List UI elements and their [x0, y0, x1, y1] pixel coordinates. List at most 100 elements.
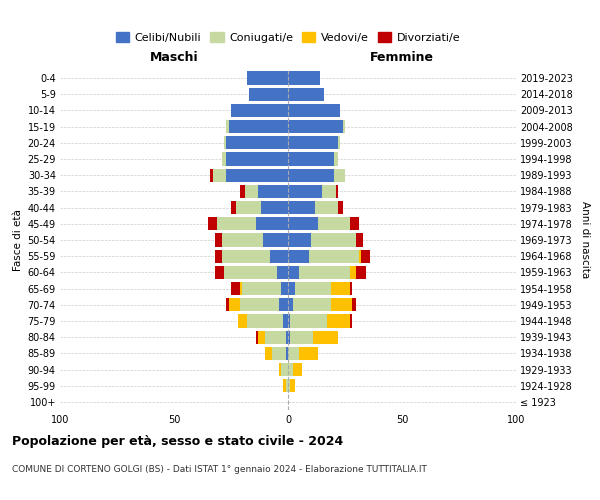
Bar [286, 330, 288, 344]
Text: Maschi: Maschi [149, 50, 199, 64]
Bar [331, 282, 350, 295]
Text: Femmine: Femmine [370, 50, 434, 64]
Bar [229, 298, 240, 312]
Bar [226, 120, 229, 134]
Bar [313, 330, 338, 344]
Bar [336, 185, 338, 198]
Bar [288, 234, 311, 246]
Bar [288, 298, 293, 312]
Y-axis label: Fasce di età: Fasce di età [13, 209, 23, 271]
Bar [293, 363, 302, 376]
Bar [224, 266, 277, 279]
Bar [270, 250, 288, 263]
Bar [247, 314, 283, 328]
Bar [247, 72, 288, 85]
Bar [316, 201, 338, 214]
Bar [288, 168, 334, 182]
Bar [295, 282, 331, 295]
Bar [290, 330, 313, 344]
Bar [361, 250, 370, 263]
Bar [281, 282, 288, 295]
Bar [288, 72, 320, 85]
Bar [231, 104, 288, 117]
Bar [224, 136, 226, 149]
Bar [238, 314, 247, 328]
Bar [334, 152, 338, 166]
Bar [260, 201, 288, 214]
Bar [299, 266, 350, 279]
Bar [350, 266, 356, 279]
Bar [359, 250, 361, 263]
Bar [281, 363, 288, 376]
Bar [245, 185, 259, 198]
Bar [288, 152, 334, 166]
Bar [288, 282, 295, 295]
Bar [249, 88, 288, 101]
Legend: Celibi/Nubili, Coniugati/e, Vedovi/e, Divorziati/e: Celibi/Nubili, Coniugati/e, Vedovi/e, Di… [112, 28, 464, 48]
Bar [288, 363, 293, 376]
Bar [288, 217, 317, 230]
Bar [288, 104, 340, 117]
Bar [283, 379, 286, 392]
Bar [217, 217, 256, 230]
Bar [265, 346, 272, 360]
Bar [222, 250, 270, 263]
Bar [222, 234, 263, 246]
Bar [231, 201, 236, 214]
Bar [288, 120, 343, 134]
Bar [343, 120, 345, 134]
Bar [215, 266, 224, 279]
Bar [279, 298, 288, 312]
Bar [288, 330, 290, 344]
Bar [331, 298, 352, 312]
Bar [265, 330, 286, 344]
Bar [208, 217, 217, 230]
Bar [256, 217, 288, 230]
Bar [288, 136, 338, 149]
Bar [350, 282, 352, 295]
Bar [259, 330, 265, 344]
Bar [288, 379, 290, 392]
Bar [242, 282, 281, 295]
Bar [322, 185, 336, 198]
Bar [226, 168, 288, 182]
Bar [215, 234, 222, 246]
Bar [352, 298, 356, 312]
Text: COMUNE DI CORTENO GOLGI (BS) - Dati ISTAT 1° gennaio 2024 - Elaborazione TUTTITA: COMUNE DI CORTENO GOLGI (BS) - Dati ISTA… [12, 465, 427, 474]
Bar [226, 136, 288, 149]
Bar [256, 330, 259, 344]
Y-axis label: Anni di nascita: Anni di nascita [580, 202, 590, 278]
Bar [286, 346, 288, 360]
Bar [229, 120, 288, 134]
Bar [288, 346, 299, 360]
Bar [356, 234, 363, 246]
Bar [338, 201, 343, 214]
Bar [240, 282, 242, 295]
Bar [288, 88, 325, 101]
Bar [240, 185, 245, 198]
Bar [338, 136, 340, 149]
Bar [213, 168, 226, 182]
Bar [350, 314, 352, 328]
Bar [279, 363, 281, 376]
Bar [293, 298, 331, 312]
Bar [222, 152, 226, 166]
Bar [211, 168, 213, 182]
Bar [299, 346, 317, 360]
Bar [272, 346, 286, 360]
Bar [334, 168, 345, 182]
Bar [231, 282, 240, 295]
Bar [288, 201, 316, 214]
Bar [317, 217, 350, 230]
Bar [215, 250, 222, 263]
Bar [236, 201, 260, 214]
Bar [288, 314, 290, 328]
Bar [288, 185, 322, 198]
Bar [290, 314, 327, 328]
Text: Popolazione per età, sesso e stato civile - 2024: Popolazione per età, sesso e stato civil… [12, 435, 343, 448]
Bar [327, 314, 350, 328]
Bar [240, 298, 279, 312]
Bar [308, 250, 359, 263]
Bar [288, 266, 299, 279]
Bar [290, 379, 295, 392]
